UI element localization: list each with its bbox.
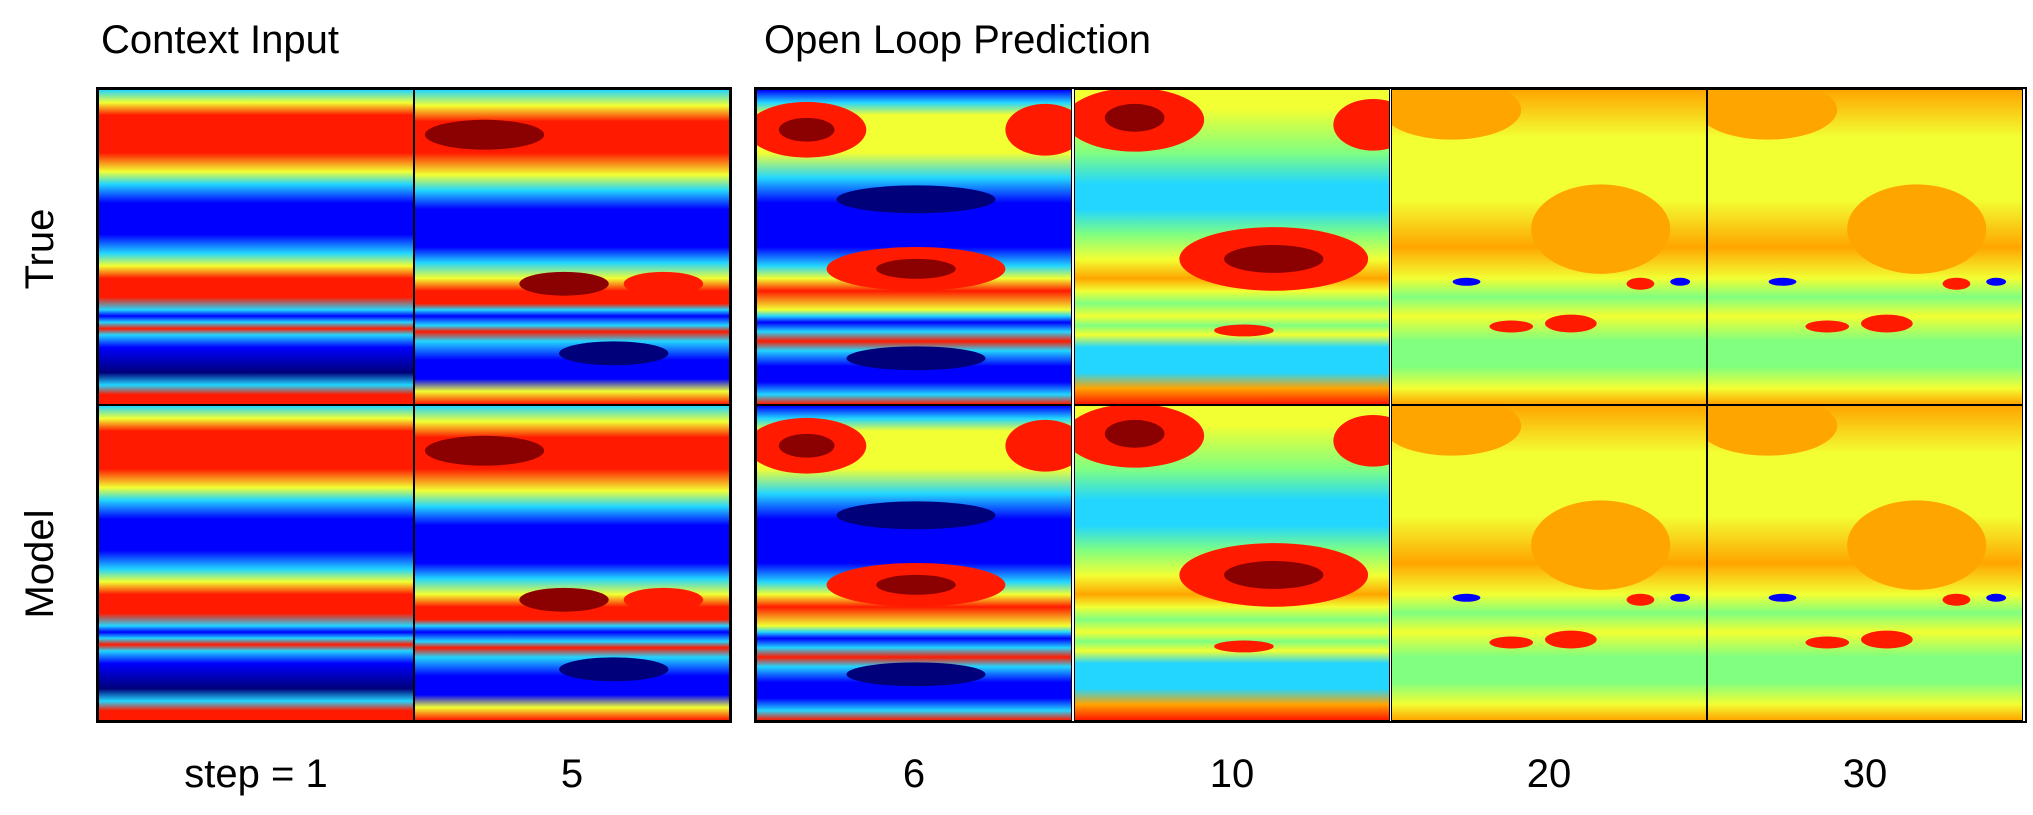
field-panel-step5-true: [414, 89, 730, 405]
open-loop-prediction-title: Open Loop Prediction: [764, 18, 1151, 62]
field-panel-step10-true: [1074, 89, 1390, 405]
field-panel-step20-true: [1391, 89, 1707, 405]
row-label-true: True: [18, 208, 62, 290]
field-panel-step10-model: [1074, 405, 1390, 721]
field-panel-step5-model: [414, 405, 730, 721]
step-label-6: 6: [902, 752, 926, 796]
step-label-10: 10: [1209, 752, 1255, 796]
field-panel-step1-true: [98, 89, 414, 405]
field-panel-step1-model: [98, 405, 414, 721]
field-panel-step30-model: [1707, 405, 2023, 721]
step-label-1: step = 1: [184, 752, 328, 796]
field-panel-step6-true: [756, 89, 1072, 405]
field-panel-step6-model: [756, 405, 1072, 721]
step-label-20: 20: [1526, 752, 1572, 796]
step-label-5: 5: [560, 752, 584, 796]
field-panel-step20-model: [1391, 405, 1707, 721]
context-input-title: Context Input: [101, 18, 339, 62]
field-panel-step30-true: [1707, 89, 2023, 405]
row-label-model: Model: [18, 509, 62, 619]
step-label-30: 30: [1842, 752, 1888, 796]
